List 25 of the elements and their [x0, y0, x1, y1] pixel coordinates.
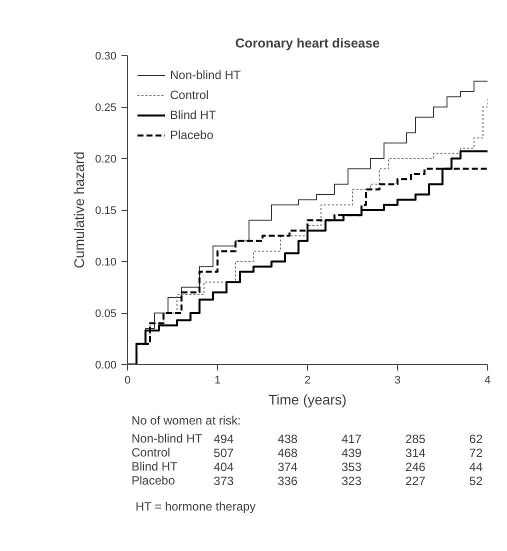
chart-title: Coronary heart disease — [235, 36, 380, 50]
x-tick-label: 3 — [394, 374, 401, 386]
legend-label: Blind HT — [170, 108, 216, 122]
y-axis-title: Cumulative hazard — [71, 152, 88, 268]
y-tick-label: 0.25 — [95, 102, 117, 114]
legend-label: Control — [170, 88, 209, 102]
legend-label: Placebo — [170, 128, 214, 142]
text: Blind HT 404 374 353 246 44 — [132, 460, 483, 474]
text: Non-blind HT 494 438 417 285 62 — [132, 432, 483, 446]
text: No of women at risk: — [132, 414, 241, 428]
legend-label: Non-blind HT — [170, 68, 241, 82]
x-tick-label: 0 — [124, 374, 131, 386]
text: Control 507 468 439 314 72 — [132, 446, 483, 460]
y-tick-label: 0.10 — [95, 256, 117, 268]
text: HT = hormone therapy — [136, 500, 256, 514]
y-tick-label: 0.15 — [95, 205, 117, 217]
y-tick-label: 0.00 — [95, 360, 117, 372]
y-tick-label: 0.05 — [95, 308, 117, 320]
y-tick-label: 0.30 — [95, 50, 117, 62]
x-axis-title: Time (years) — [268, 392, 347, 408]
y-tick-label: 0.20 — [95, 154, 117, 166]
text: Placebo 373 336 323 227 52 — [132, 474, 483, 488]
x-tick-label: 2 — [304, 374, 311, 386]
x-tick-label: 4 — [484, 374, 491, 386]
x-tick-label: 1 — [214, 374, 221, 386]
